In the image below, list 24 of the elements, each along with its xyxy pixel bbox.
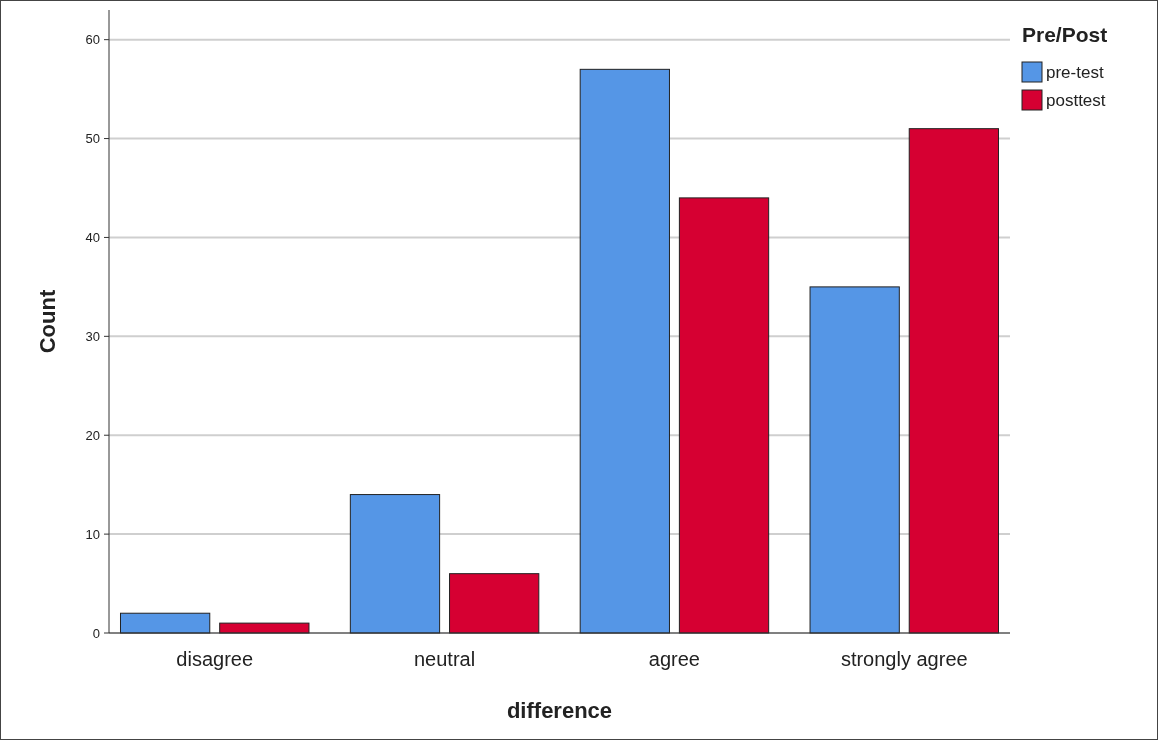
y-tick-label: 0	[92, 625, 100, 641]
y-tick-label: 10	[85, 526, 100, 542]
x-tick-label: agree	[648, 648, 700, 670]
bar	[579, 68, 670, 634]
legend-title: Pre/Post	[1022, 23, 1108, 46]
y-tick-label: 50	[85, 131, 100, 147]
y-axis-title: Count	[35, 289, 60, 354]
y-tick-label: 60	[85, 32, 100, 48]
y-tick-label: 30	[85, 328, 100, 344]
x-tick-label: neutral	[414, 648, 476, 670]
x-tick-label: strongly agree	[840, 648, 968, 670]
bar	[678, 197, 770, 634]
bar	[449, 573, 540, 634]
y-tick-label: 40	[85, 229, 100, 245]
bar	[809, 286, 900, 634]
y-tick-label: 20	[85, 427, 100, 443]
bar	[219, 622, 310, 634]
bar	[119, 612, 211, 634]
x-axis-title: difference	[506, 698, 613, 723]
bar	[908, 128, 1000, 634]
legend-label: posttest	[1046, 90, 1106, 110]
bar	[349, 494, 441, 634]
legend-label: pre-test	[1046, 62, 1104, 82]
x-tick-label: disagree	[176, 648, 254, 670]
